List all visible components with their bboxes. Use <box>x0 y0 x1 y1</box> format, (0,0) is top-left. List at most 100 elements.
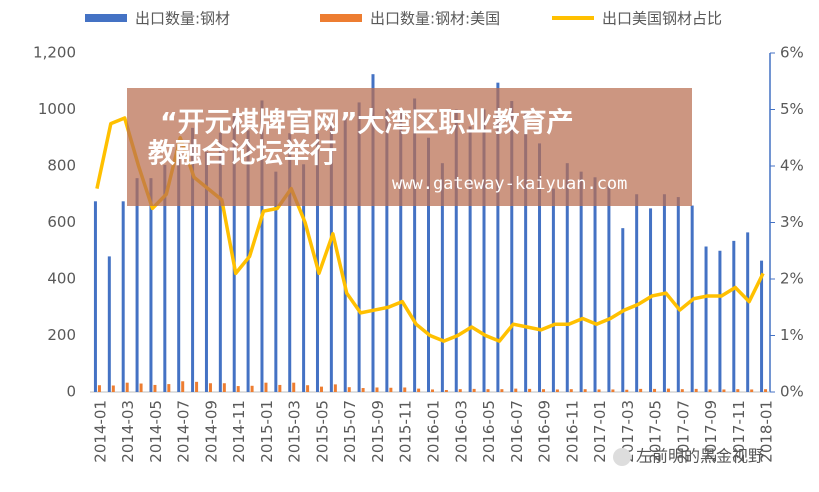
bar <box>468 126 472 392</box>
bar <box>542 389 546 392</box>
banner <box>127 88 692 206</box>
bar <box>107 256 111 392</box>
bar <box>222 383 226 392</box>
bar <box>607 185 611 392</box>
x-tick-label: 2017-03 <box>619 400 637 463</box>
bar <box>496 82 500 392</box>
legend-swatch <box>85 14 127 22</box>
legend-label: 出口数量:钢材 <box>135 10 230 28</box>
bar <box>413 98 417 393</box>
x-tick-label: 2017-05 <box>647 400 665 463</box>
bar <box>750 389 754 392</box>
x-tick-label: 2015-11 <box>397 400 415 463</box>
bar <box>149 178 153 392</box>
x-tick-label: 2015-05 <box>313 400 331 463</box>
x-tick-label: 2015-07 <box>341 400 359 463</box>
bar <box>653 388 657 392</box>
bar <box>274 171 278 392</box>
bar <box>306 385 310 392</box>
bar <box>204 151 208 392</box>
x-tick-label: 2014-09 <box>202 400 220 463</box>
banner-title: 教融合论坛举行 <box>148 138 337 170</box>
bar <box>246 130 250 392</box>
bar <box>250 385 254 392</box>
y2-tick-label: 3% <box>780 213 804 231</box>
watermark-icon <box>613 448 631 466</box>
bar <box>472 388 476 392</box>
bar <box>191 127 195 393</box>
x-tick-label: 2017-09 <box>702 400 720 463</box>
bar <box>111 385 115 392</box>
bar <box>764 389 768 392</box>
bar <box>625 389 629 392</box>
bar <box>500 389 504 392</box>
bar <box>403 387 407 392</box>
bar <box>760 260 764 392</box>
bar <box>399 113 403 393</box>
x-tick-label: 2017-07 <box>674 400 692 463</box>
bar <box>528 388 532 392</box>
bar <box>649 208 653 392</box>
bar <box>718 250 722 392</box>
bar <box>361 388 365 392</box>
bar <box>583 389 587 392</box>
y-tick-label: 400 <box>47 270 76 288</box>
watermark: 左前明的黑金视野 <box>636 447 764 466</box>
bar <box>302 164 306 392</box>
x-tick-label: 2016-01 <box>425 400 443 463</box>
x-tick-label: 2014-01 <box>91 400 109 463</box>
y-tick-label: 800 <box>47 157 76 175</box>
x-tick-label: 2015-01 <box>258 400 276 463</box>
bar <box>579 171 583 392</box>
bar <box>163 164 167 392</box>
bar <box>319 386 323 392</box>
bar <box>736 389 740 392</box>
bar <box>635 194 639 392</box>
bar <box>569 389 573 392</box>
bar <box>676 197 680 392</box>
bar <box>680 389 684 392</box>
banner-title: “开元棋牌官网”大湾区职业教育产 <box>160 107 574 139</box>
bar <box>440 163 444 392</box>
bar <box>694 388 698 392</box>
bar <box>593 177 597 392</box>
bar <box>444 390 448 392</box>
bar <box>524 112 528 392</box>
x-tick-label: 2016-11 <box>563 400 581 463</box>
bar <box>538 143 542 392</box>
x-tick-label: 2016-09 <box>536 400 554 463</box>
bar <box>486 389 490 392</box>
bar <box>746 232 750 392</box>
y2-tick-label: 1% <box>780 326 804 344</box>
bar <box>417 388 421 392</box>
bar <box>514 388 518 392</box>
y-tick-label: 0 <box>66 383 76 401</box>
bar <box>458 389 462 392</box>
bar <box>93 201 97 392</box>
bar <box>555 389 559 392</box>
y-tick-label: 600 <box>47 213 76 231</box>
banner-url: www.gateway-kaiyuan.com <box>392 174 627 194</box>
bar <box>510 101 514 393</box>
x-tick-label: 2016-05 <box>480 400 498 463</box>
bar <box>181 381 185 392</box>
bar <box>218 132 222 393</box>
bar <box>704 246 708 392</box>
bar <box>732 240 736 392</box>
bar <box>597 389 601 392</box>
bar <box>195 381 199 392</box>
bar <box>482 109 486 392</box>
bar <box>232 113 236 393</box>
x-tick-label: 2018-01 <box>758 400 776 463</box>
bar <box>722 389 726 392</box>
bar <box>371 74 375 392</box>
bar <box>385 109 389 392</box>
bar <box>343 117 347 392</box>
y2-tick-label: 6% <box>780 44 804 62</box>
y2-tick-label: 0% <box>780 383 804 401</box>
y-tick-label: 1000 <box>38 100 76 118</box>
x-tick-label: 2015-03 <box>286 400 304 463</box>
bar <box>611 389 615 392</box>
bar <box>139 383 143 392</box>
bar <box>260 100 264 393</box>
